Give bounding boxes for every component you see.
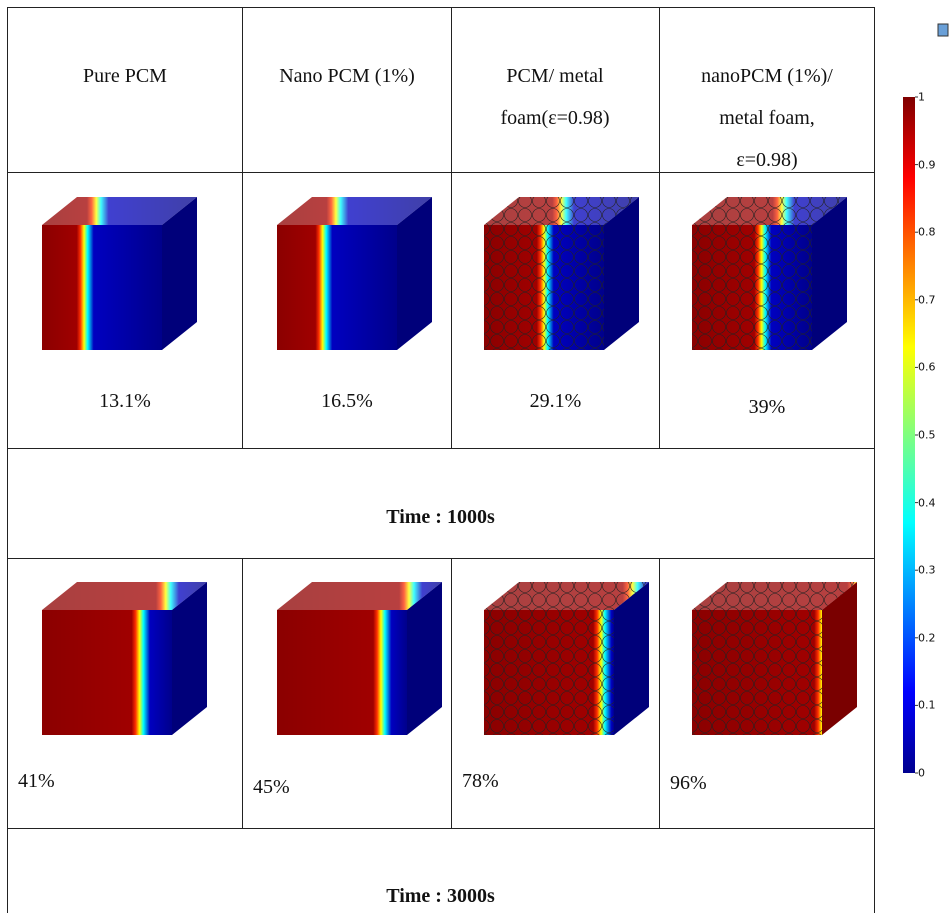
melt-fraction: 41%	[18, 770, 55, 793]
melt-fraction: 29.1%	[452, 390, 659, 413]
table-border	[7, 828, 874, 829]
colorbar-tick-label: 0.3	[918, 564, 936, 577]
table-border	[242, 558, 243, 828]
box-front	[42, 610, 172, 735]
page: {"table": {"header": ["Pure PCM", "Nano …	[0, 0, 949, 913]
table-border	[7, 7, 874, 8]
colorbar-tick-label: 0.9	[918, 158, 936, 171]
table-border	[7, 7, 8, 913]
simulation-image	[670, 180, 870, 370]
colorbar-tick-label: 0.5	[918, 429, 936, 442]
melt-fraction: 16.5%	[243, 390, 451, 413]
foam-cells	[692, 225, 812, 350]
simulation-image	[670, 565, 870, 755]
colorbar-tick-label: 0.7	[918, 293, 936, 306]
column-header: nanoPCM (1%)/ metal foam, ε=0.98)	[660, 55, 874, 181]
box-front	[277, 610, 407, 735]
colorbar-gradient	[903, 97, 915, 773]
column-header: PCM/ metal foam(ε=0.98)	[490, 55, 620, 139]
foam-cells	[484, 225, 604, 350]
table-border	[874, 7, 875, 913]
simulation-image	[255, 565, 455, 755]
column-header: Nano PCM (1%)	[243, 55, 451, 97]
colorbar-tick-label: 0.8	[918, 226, 936, 239]
foam-cells	[692, 610, 822, 735]
simulation-image	[462, 565, 662, 755]
time-label: Time : 3000s	[7, 885, 874, 908]
colorbar-tick-label: 0	[918, 767, 925, 780]
colorbar-tick-label: 0.4	[918, 496, 936, 509]
colorbar-tick-label: 1	[918, 91, 925, 104]
melt-fraction: 39%	[660, 396, 874, 419]
simulation-image	[20, 565, 220, 755]
column-header: Pure PCM	[8, 55, 242, 97]
icon	[938, 24, 948, 36]
colorbar-tick-label: 0.1	[918, 699, 936, 712]
melt-fraction: 45%	[253, 776, 290, 799]
colorbar-tick-label: 0.2	[918, 631, 936, 644]
simulation-image	[462, 180, 662, 370]
simulation-image	[255, 180, 455, 370]
foam-cells	[484, 610, 614, 735]
table-border	[7, 448, 874, 449]
box-front	[277, 225, 397, 350]
melt-fraction: 96%	[670, 772, 707, 795]
time-label: Time : 1000s	[7, 506, 874, 529]
box-front	[42, 225, 162, 350]
melt-fraction: 78%	[462, 770, 499, 793]
colorbar-tick-label: 0.6	[918, 361, 936, 374]
melt-fraction: 13.1%	[8, 390, 242, 413]
table-border	[7, 558, 874, 559]
simulation-image	[20, 180, 220, 370]
